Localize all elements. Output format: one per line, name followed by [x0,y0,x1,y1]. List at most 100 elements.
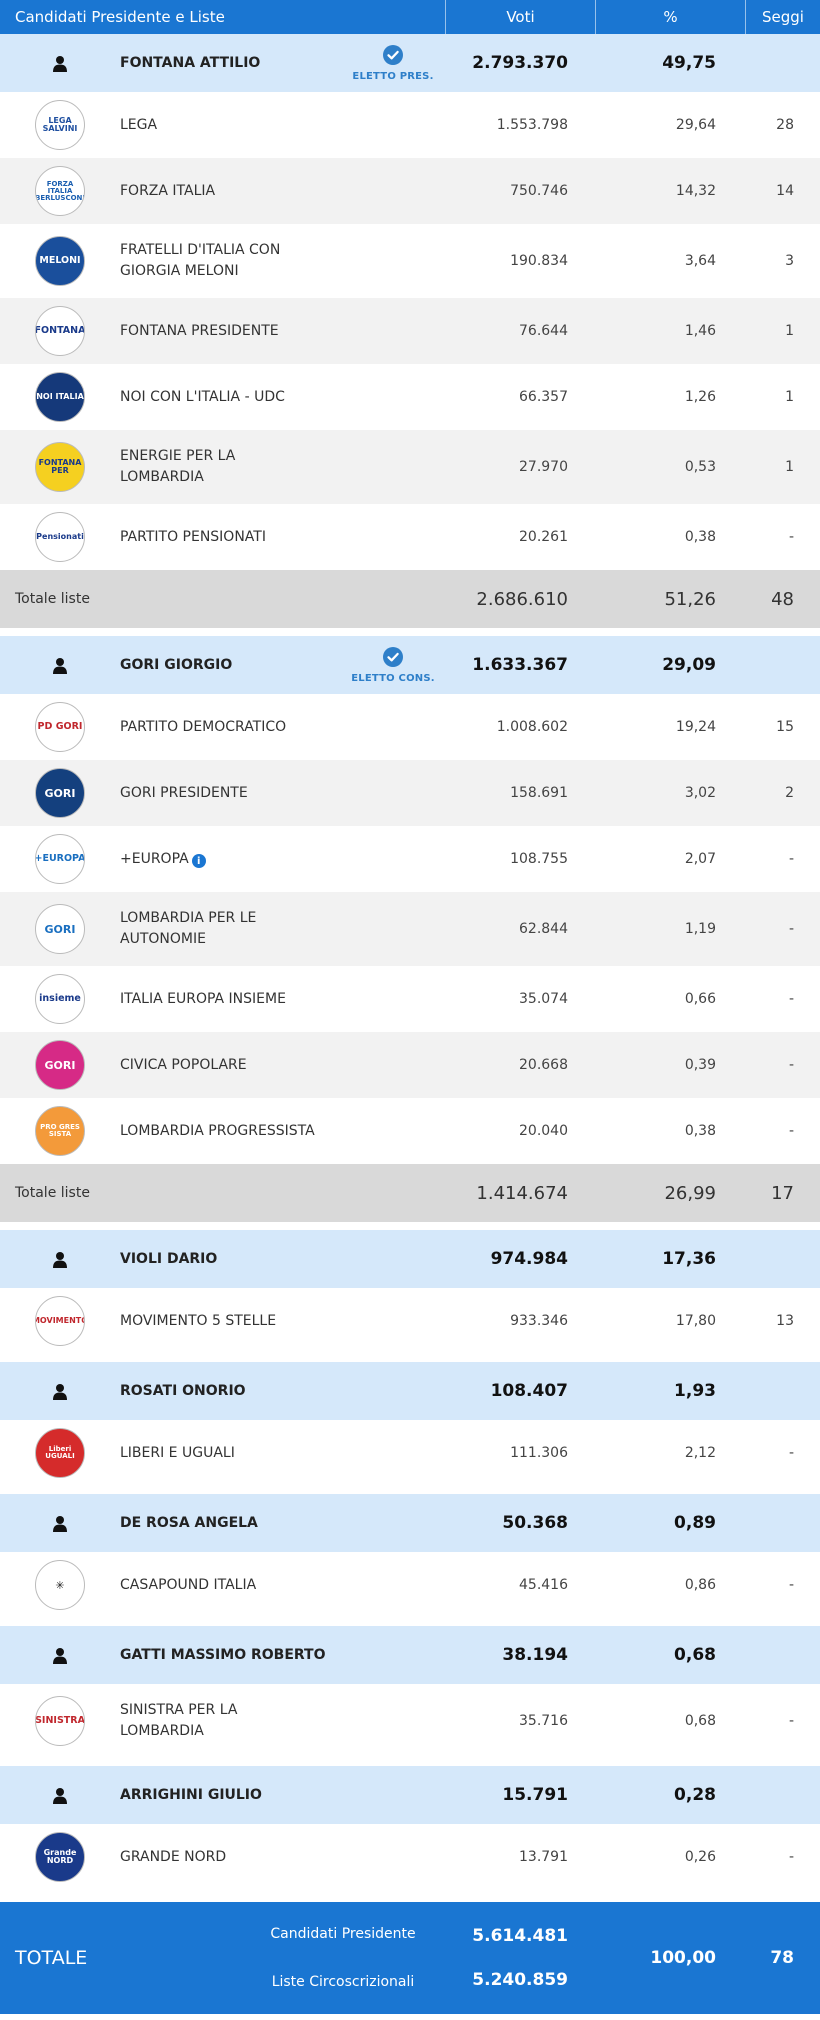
list-name: FORZA ITALIA [120,181,320,202]
list-percent: 0,39 [684,1057,716,1073]
person-icon [0,1362,120,1420]
list-row[interactable]: PD GORI PARTITO DEMOCRATICO 1.008.602 19,24… [0,694,820,760]
block-separator [0,1758,820,1766]
list-name-text: LOMBARDIA PER LE AUTONOMIE [120,910,257,947]
list-row[interactable]: MOVIMENTO MOVIMENTO 5 STELLE 933.346 17,80 1… [0,1288,820,1354]
list-votes: 76.644 [519,323,568,339]
person-icon [0,636,120,694]
grand-total-row: TOTALE Candidati Presidente Liste Circos… [0,1902,820,2014]
logo-cell: PRO GRES SISTA [0,1106,120,1156]
candidate-row[interactable]: ARRIGHINI GIULIO 15.791 0,28 [0,1766,820,1824]
totale-liste-row: Totale liste 2.686.610 51,26 48 [0,570,820,628]
list-seats: 28 [776,117,794,133]
list-row[interactable]: insieme ITALIA EUROPA INSIEME 35.074 0,66 - [0,966,820,1032]
list-row[interactable]: FORZA ITALIA BERLUSCONI FORZA ITALIA 750.7… [0,158,820,224]
candidate-row[interactable]: DE ROSA ANGELA 50.368 0,89 [0,1494,820,1552]
grand-total-seats: 78 [770,1948,794,1968]
person-icon [0,1230,120,1288]
list-row[interactable]: SINISTRA SINISTRA PER LA LOMBARDIA 35.716 0… [0,1684,820,1758]
list-row[interactable]: LEGA SALVINI LEGA 1.553.798 29,64 28 [0,92,820,158]
list-row[interactable]: Grande NORD GRANDE NORD 13.791 0,26 - [0,1824,820,1890]
logo-cell: MELONI [0,236,120,286]
list-name-text: LEGA [120,116,158,133]
logo-cell: FONTANA PER [0,442,120,492]
list-votes: 111.306 [510,1445,568,1461]
list-row[interactable]: GORI GORI PRESIDENTE 158.691 3,02 2 [0,760,820,826]
logo-cell: NOI ITALIA [0,372,120,422]
list-row[interactable]: Pensionati PARTITO PENSIONATI 20.261 0,38 - [0,504,820,570]
list-name: LIBERI E UGUALI [120,1443,320,1464]
list-row[interactable]: NOI ITALIA NOI CON L'ITALIA - UDC 66.357 1,… [0,364,820,430]
list-name-text: +EUROPA [120,850,189,867]
candidate-votes: 974.984 [490,1249,568,1269]
grand-total-label: TOTALE [15,1947,88,1969]
list-votes: 108.755 [510,851,568,867]
list-name: FONTANA PRESIDENTE [120,321,320,342]
candidate-name: ARRIGHINI GIULIO [120,1787,262,1803]
info-icon[interactable]: i [191,854,206,868]
list-row[interactable]: FONTANA PER ENERGIE PER LA LOMBARDIA 27.97… [0,430,820,504]
list-votes: 62.844 [519,921,568,937]
totale-liste-label: Totale liste [15,591,90,607]
list-name: CIVICA POPOLARE [120,1055,320,1076]
list-percent: 17,80 [675,1313,716,1329]
candidate-percent: 49,75 [662,53,716,73]
candidate-votes: 108.407 [490,1381,568,1401]
list-row[interactable]: FONTANA FONTANA PRESIDENTE 76.644 1,46 1 [0,298,820,364]
list-percent: 1,46 [684,323,716,339]
block-separator [0,1486,820,1494]
candidate-votes: 50.368 [502,1513,568,1533]
list-name-text: NOI CON L'ITALIA - UDC [120,388,285,405]
list-row[interactable]: +EUROPA +EUROPA i 108.755 2,07- [0,826,820,892]
list-name-text: ENERGIE PER LA LOMBARDIA [120,448,236,485]
candidate-row[interactable]: GORI GIORGIO ELETTO CONS. 1.633.367 29,09 [0,636,820,694]
list-seats: 2 [785,785,794,801]
totale-liste-seats: 17 [771,1182,794,1204]
list-votes: 158.691 [510,785,568,801]
list-row[interactable]: GORI LOMBARDIA PER LE AUTONOMIE 62.844 1,19… [0,892,820,966]
list-row[interactable]: Liberi UGUALI LIBERI E UGUALI 111.306 2,12 - [0,1420,820,1486]
fratelli-italia-logo-icon: MELONI [35,236,85,286]
list-seats: - [788,991,794,1007]
list-name: PARTITO DEMOCRATICO [120,717,320,738]
list-votes: 750.746 [510,183,568,199]
grand-total-list-label: Liste Circoscrizionali [271,1974,415,1990]
list-votes: 1.008.602 [496,719,568,735]
list-name: NOI CON L'ITALIA - UDC [120,387,320,408]
list-name-text: PARTITO DEMOCRATICO [120,718,287,735]
candidate-row[interactable]: GATTI MASSIMO ROBERTO 38.194 0,68 [0,1626,820,1684]
energie-lombardia-logo-icon: FONTANA PER [35,442,85,492]
list-percent: 3,02 [684,785,716,801]
list-row[interactable]: PRO GRES SISTA LOMBARDIA PROGRESSISTA 20.0… [0,1098,820,1164]
logo-cell: ✳ [0,1560,120,1610]
list-row[interactable]: MELONI FRATELLI D'ITALIA CON GIORGIA MELO… [0,224,820,298]
list-name-text: FONTANA PRESIDENTE [120,322,279,339]
list-name-text: GORI PRESIDENTE [120,784,248,801]
list-name: LOMBARDIA PROGRESSISTA [120,1121,320,1142]
lombardia-progressista-logo-icon: PRO GRES SISTA [35,1106,85,1156]
candidate-row[interactable]: FONTANA ATTILIO ELETTO PRES. 2.793.370 49,7… [0,34,820,92]
list-name: PARTITO PENSIONATI [120,527,320,548]
list-row[interactable]: GORI CIVICA POPOLARE 20.668 0,39 - [0,1032,820,1098]
list-name: GRANDE NORD [120,1847,320,1868]
list-percent: 2,12 [684,1445,716,1461]
list-name-text: ITALIA EUROPA INSIEME [120,990,286,1007]
candidate-row[interactable]: VIOLI DARIO 974.984 17,36 [0,1230,820,1288]
list-name-text: GRANDE NORD [120,1848,227,1865]
list-row[interactable]: ✳ CASAPOUND ITALIA 45.416 0,86 - [0,1552,820,1618]
totale-liste-label: Totale liste [15,1185,90,1201]
logo-cell: LEGA SALVINI [0,100,120,150]
list-seats: 1 [785,389,794,405]
list-name: ENERGIE PER LA LOMBARDIA [120,446,320,488]
table-header: Candidati Presidente e Liste Voti % Segg… [0,0,820,34]
list-name-text: SINISTRA PER LA LOMBARDIA [120,1702,238,1739]
candidate-row[interactable]: ROSATI ONORIO 108.407 1,93 [0,1362,820,1420]
list-percent: 0,38 [684,529,716,545]
list-percent: 3,64 [684,253,716,269]
list-votes: 933.346 [510,1313,568,1329]
candidate-votes: 2.793.370 [472,53,568,73]
list-percent: 0,68 [684,1713,716,1729]
person-icon [0,1494,120,1552]
candidate-votes: 15.791 [502,1785,568,1805]
